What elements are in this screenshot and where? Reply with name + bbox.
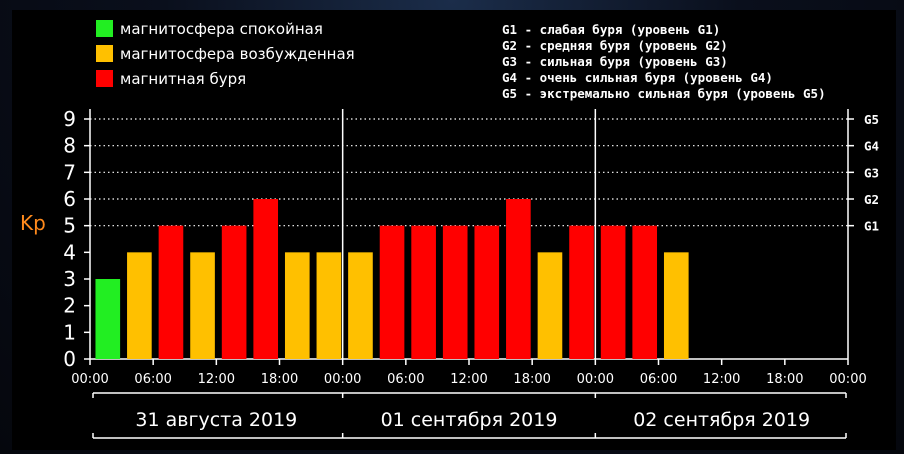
x-tick-label: 00:00 (577, 372, 614, 387)
storm-level-label: G2 (864, 192, 879, 207)
storm-level-axis: G1 G2 G3 G4 G5 (848, 112, 879, 234)
bar (442, 225, 468, 359)
y-tick-label: 0 (63, 347, 76, 371)
storm-level-label: G3 (864, 165, 879, 180)
bar (411, 225, 436, 359)
legend-label-excited: магнитосфера возбужденная (120, 45, 355, 63)
bar (158, 225, 184, 359)
y-tick-label: 9 (63, 107, 76, 131)
legend-label-storm: магнитная буря (120, 70, 246, 88)
day-label: 31 августа 2019 (135, 409, 297, 431)
bar (663, 252, 689, 359)
x-tick-label: 18:00 (261, 372, 298, 387)
storm-level-label: G5 (864, 112, 879, 127)
kp-index-chart: магнитосфера спокойная магнитосфера возбу… (12, 10, 896, 450)
y-tick-label: 5 (63, 214, 76, 238)
y-tick-label: 3 (63, 267, 76, 291)
legend-label-quiet: магнитосфера спокойная (120, 20, 323, 38)
y-tick-label: 1 (63, 320, 76, 344)
storm-level-label: G4 (864, 139, 879, 154)
bar (95, 279, 121, 359)
day-axis: 31 августа 2019 01 сентября 2019 02 сентяб… (92, 392, 847, 439)
day-label: 01 сентября 2019 (381, 409, 558, 431)
storm-legend-item: G3 - сильная буря (уровень G3) (502, 54, 728, 69)
storm-legend-item: G1 - слабая буря (уровень G1) (502, 22, 720, 37)
storm-legend-item: G5 - экстремально сильная буря (уровень … (502, 86, 826, 101)
bar (253, 199, 279, 359)
x-tick-label: 18:00 (513, 372, 550, 387)
x-tick-label: 12:00 (198, 372, 235, 387)
storm-level-label: G1 (864, 219, 879, 234)
x-tick-label: 18:00 (766, 372, 803, 387)
bar (569, 225, 594, 359)
bar (221, 225, 247, 359)
bar (379, 225, 405, 359)
storm-legend-item: G4 - очень сильная буря (уровень G4) (502, 70, 773, 85)
bar (632, 225, 658, 359)
x-tick-label: 00:00 (71, 372, 108, 387)
bar (127, 252, 152, 359)
legend-swatch-quiet (96, 20, 113, 37)
bar (506, 199, 531, 359)
x-tick-label: 06:00 (640, 372, 677, 387)
x-tick-label: 00:00 (324, 372, 361, 387)
bar (284, 252, 310, 359)
y-tick-label: 7 (63, 160, 76, 184)
day-label: 02 сентября 2019 (633, 409, 810, 431)
storm-level-legend: G1 - слабая буря (уровень G1)G2 - средня… (502, 22, 826, 101)
bar (316, 252, 342, 359)
storm-legend-item: G2 - средняя буря (уровень G2) (502, 38, 728, 53)
bar (348, 252, 373, 359)
x-tick-label: 00:00 (829, 372, 866, 387)
x-axis: 00:00 06:00 12:00 18:00 00:00 06:00 12:00 18:00… (71, 359, 867, 387)
x-tick-label: 12:00 (450, 372, 487, 387)
x-tick-label: 06:00 (134, 372, 171, 387)
y-axis-label: Kp (20, 211, 46, 235)
legend: магнитосфера спокойная магнитосфера возбу… (96, 20, 355, 88)
y-tick-label: 4 (63, 240, 76, 264)
y-axis: 0 12 3 45 6 78 9 (63, 107, 90, 371)
y-tick-label: 2 (63, 294, 76, 318)
bar (600, 225, 626, 359)
chart-svg: магнитосфера спокойная магнитосфера возбу… (20, 20, 879, 439)
bar (190, 252, 215, 359)
y-tick-label: 6 (63, 187, 76, 211)
bar (537, 252, 563, 359)
legend-swatch-excited (96, 45, 113, 62)
legend-swatch-storm (96, 70, 113, 87)
bars (95, 199, 689, 359)
x-tick-label: 06:00 (387, 372, 424, 387)
y-tick-label: 8 (63, 134, 76, 158)
x-tick-label: 12:00 (703, 372, 740, 387)
bar (474, 225, 500, 359)
